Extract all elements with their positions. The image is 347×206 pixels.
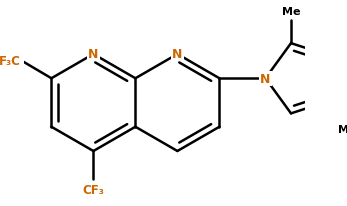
Text: N: N [88, 48, 99, 61]
Text: Me: Me [282, 7, 300, 17]
Text: F₃C: F₃C [0, 55, 21, 68]
Text: Me: Me [338, 125, 347, 135]
Text: CF₃: CF₃ [83, 183, 104, 196]
Text: N: N [260, 72, 271, 85]
Text: N: N [172, 48, 183, 61]
